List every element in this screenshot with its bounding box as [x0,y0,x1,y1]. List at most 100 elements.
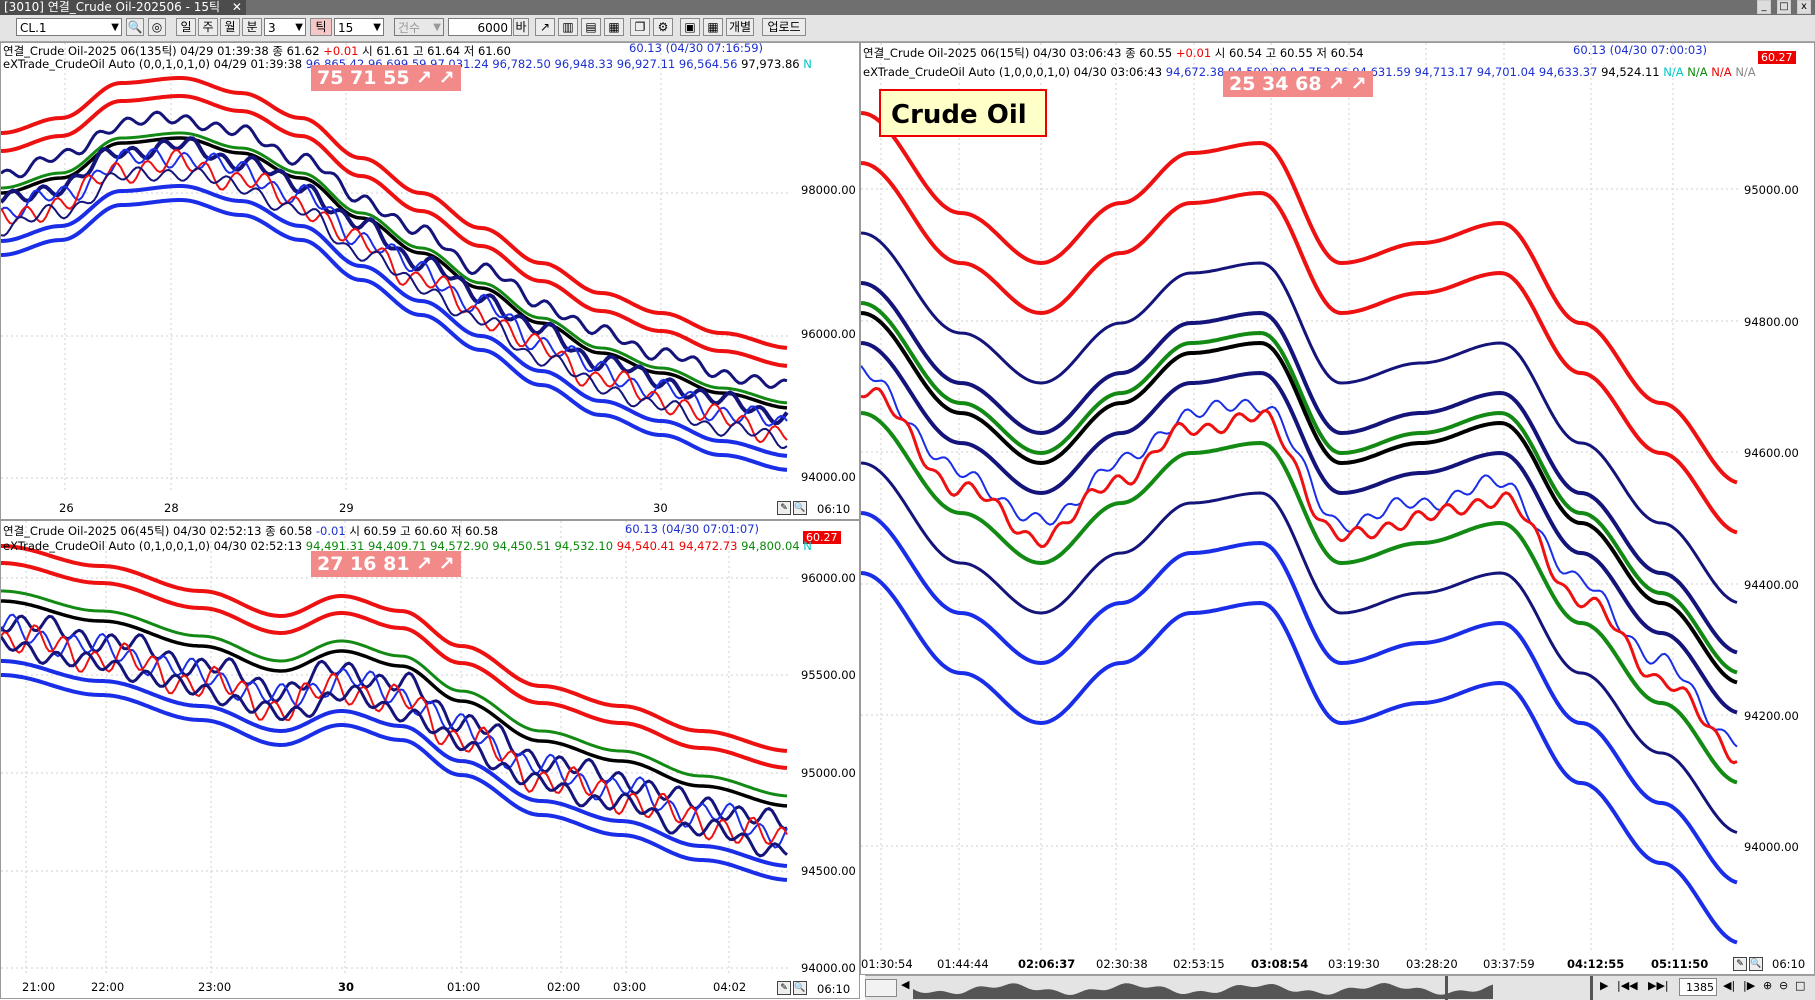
band-lower-blue [1,198,788,472]
quote-change: +0.01 [323,44,359,58]
indicator-icon[interactable]: ▥ [558,18,578,36]
period-minute-button[interactable]: 분 [242,18,262,36]
period-month-button[interactable]: 월 [220,18,240,36]
y-tick: 94200.00 [1744,709,1799,723]
count-input[interactable]: 6000 [448,18,512,36]
band-upper-red [1,544,788,753]
indicator-values: 94,491.31 94,409.71 94,572.90 94,450.51 … [305,539,614,553]
band-upper-red [861,111,1738,485]
y-tick: 96000.00 [801,327,856,341]
scroll-thumb-right[interactable] [1590,976,1593,1000]
window-titlebar: [3010] 연결_Crude Oil-202506 - 15틱 ✕ _ □ x [0,0,1815,15]
band-navy [861,281,1738,655]
zoom-out-icon[interactable]: ⊖ [1779,979,1789,992]
tick-button[interactable]: 틱 [310,18,332,36]
grid-icon[interactable]: ▦ [703,18,723,36]
indicator-na: N/A [1735,65,1756,79]
x-tick: 28 [164,501,179,515]
chart-canvas-right[interactable] [861,43,1815,975]
chart-canvas-top-left[interactable] [1,43,860,520]
edit-icon[interactable]: ✎ [777,981,791,995]
window-tab[interactable]: [3010] 연결_Crude Oil-202506 - 15틱 ✕ [0,0,246,15]
chevron-down-icon: ▼ [373,22,381,33]
quote-text: 연결_Crude Oil-2025 06(45틱) 04/30 02:52:13… [3,524,313,538]
layout-icon[interactable]: ▣ [680,18,700,36]
prev-icon[interactable]: ◀| [1723,979,1736,992]
band-lower-blue [1,659,788,868]
scroll-begin-icon[interactable]: |◀◀ [1617,979,1638,992]
scroll-handle-left[interactable] [865,979,897,997]
band-upper-red [1,94,788,368]
upload-button[interactable]: 업로드 [762,18,806,36]
quote-change: +0.01 [1175,46,1212,60]
zoom-in-icon[interactable]: ⊕ [1763,979,1773,992]
bar-button[interactable]: 바 [513,18,529,36]
chart-type-icon[interactable]: ↗ [535,18,555,36]
period-day-button[interactable]: 일 [176,18,196,36]
minute-value: 3 [268,21,276,35]
x-tick: 01:00 [447,980,481,994]
individual-button[interactable]: 개별 [726,18,754,36]
fit-icon[interactable]: □ [1795,979,1806,992]
band-lower-blue [861,571,1738,945]
signal-stats: 27 16 81 ↗ ↗ [311,551,461,577]
count-label: 건수 [398,21,421,35]
zoom-icon[interactable]: 🔍 [793,501,807,515]
band-midline [1,599,788,808]
indicator-na: N/A [1663,65,1684,79]
band-navy [861,231,1738,604]
search-icon[interactable]: 🔍 [126,18,144,36]
pane-time: 06:10 [817,982,851,996]
y-tick: 94000.00 [801,961,856,975]
scroll-left-icon[interactable]: ◀ [901,978,910,991]
band-lower-blue [1,673,788,882]
zoom-icon[interactable]: 🔍 [793,981,807,995]
band-navy [1,136,789,426]
candle-icon[interactable]: ▦ [604,18,624,36]
bar-chart-icon[interactable]: ▤ [581,18,601,36]
quote-ohl: 시 60.54 고 60.55 저 60.54 [1214,46,1364,60]
minimize-icon[interactable]: _ [1757,0,1771,14]
indicator-last: 94,800.04 [741,539,800,553]
count-select[interactable]: 건수 ▼ [394,18,444,36]
band-midline [1,136,788,410]
minute-select[interactable]: 3 ▼ [264,18,306,36]
chart-scrollbar[interactable]: ◀ ▶ |◀◀ ▶▶| 1385 ◀| |▶ ⊕ ⊖ □ [865,975,1815,1000]
edit-icon[interactable]: ✎ [777,501,791,515]
y-tick: 94500.00 [801,864,856,878]
navigator-preview[interactable] [913,977,1493,999]
y-tick: 94800.00 [1744,315,1799,329]
pane-time: 06:10 [1772,957,1806,971]
pane-header-indicator: eXTrade_CrudeOil Auto (0,1,0,0,1,0) 04/3… [3,539,812,553]
symbol-select[interactable]: CL.1 ▼ [16,18,122,36]
band-lower-blue [861,511,1738,885]
pane-header-quote: 연결_Crude Oil-2025 06(45틱) 04/30 02:52:13… [3,523,498,539]
x-tick: 30 [653,501,668,515]
close-window-icon[interactable]: x [1797,0,1811,14]
edit-icon[interactable]: ✎ [1733,957,1747,971]
quote-ohl: 시 60.59 고 60.60 저 60.58 [349,524,499,538]
zoom-count-field[interactable]: 1385 [1679,978,1717,996]
band-navy [861,341,1738,715]
chevron-down-icon: ▼ [433,22,441,33]
copy-icon[interactable]: ❐ [630,18,650,36]
navigator-area [913,983,1493,999]
scroll-end-icon[interactable]: ▶▶| [1648,979,1669,992]
y-tick: 95500.00 [801,668,856,682]
find-icon[interactable]: ◎ [148,18,166,36]
maximize-icon[interactable]: □ [1777,0,1791,14]
chart-canvas-bottom-left[interactable] [1,521,860,999]
quote-change: -0.01 [315,524,346,538]
chart-pane-top-left: 연결_Crude Oil-2025 06(135틱) 04/29 01:39:3… [0,42,860,520]
scroll-right-icon[interactable]: ▶ [1600,979,1609,992]
zoom-icon[interactable]: 🔍 [1749,957,1763,971]
close-tab-icon[interactable]: ✕ [231,0,242,14]
x-tick: 21:00 [22,980,56,994]
band-navy [1,635,788,858]
next-icon[interactable]: |▶ [1743,979,1756,992]
scroll-thumb-left[interactable] [1445,976,1448,1000]
period-week-button[interactable]: 주 [198,18,218,36]
band-navy [1,110,788,389]
tick-select[interactable]: 15 ▼ [334,18,384,36]
settings-icon[interactable]: ⚙ [653,18,673,36]
